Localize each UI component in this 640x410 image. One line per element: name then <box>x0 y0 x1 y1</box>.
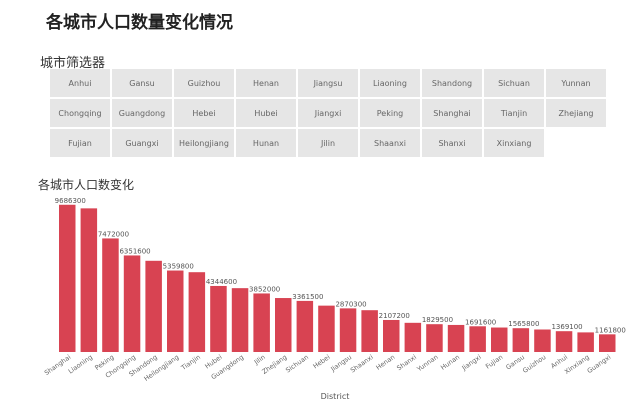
data-label-peking: 7472000 <box>98 230 129 238</box>
bar-hubei <box>210 285 227 352</box>
bar-shanghai <box>59 204 76 352</box>
city-filter-button-guangxi[interactable]: Guangxi <box>112 129 172 157</box>
city-filter-button-henan[interactable]: Henan <box>236 69 296 97</box>
bar-shaanxi <box>361 310 378 352</box>
x-tick-shanxi: Shanxi <box>395 353 418 372</box>
bar-heilongjiang <box>167 270 184 352</box>
city-filter-button-anhui[interactable]: Anhui <box>50 69 110 97</box>
city-filter-button-jiangsu[interactable]: Jiangsu <box>298 69 358 97</box>
data-label-gansu: 1565800 <box>508 320 539 328</box>
x-tick-guizhou: Guizhou <box>521 353 547 375</box>
bar-tianjin <box>188 272 206 352</box>
x-tick-jiangsu: Jiangsu <box>329 353 354 374</box>
bar-shandong <box>145 260 162 352</box>
bar-sichuan <box>296 300 314 352</box>
bar-liaoning <box>80 208 98 352</box>
city-filter-button-fujian[interactable]: Fujian <box>50 129 110 157</box>
bar-jiangsu <box>339 308 357 352</box>
bar-guangdong <box>231 288 249 352</box>
bar-fujian <box>491 327 508 352</box>
x-tick-hebei: Hebei <box>312 353 332 370</box>
x-tick-guangxi: Guangxi <box>586 353 613 375</box>
bar-jiangxi <box>469 326 486 352</box>
data-label-jiangxi: 1691600 <box>465 318 496 326</box>
city-filter-button-jiangxi[interactable]: Jiangxi <box>298 99 358 127</box>
bar-guizhou <box>534 329 551 352</box>
filter-title: 城市筛选器 <box>40 56 106 71</box>
city-filter-grid: Anhui Gansu Guizhou Henan Jiangsu Liaoning Sha… <box>50 69 610 157</box>
x-tick-shaanxi: Shaanxi <box>349 353 375 375</box>
bar-anhui <box>555 331 573 352</box>
city-filter-button-tianjin[interactable]: Tianjin <box>484 99 544 127</box>
city-filter-button-liaoning[interactable]: Liaoning <box>360 69 420 97</box>
population-bar-chart: 9686300 7472000 6351600 5359800 4344600 38520… <box>43 197 626 401</box>
city-filter-button-xinxiang[interactable]: Xinxiang <box>484 129 544 157</box>
city-filter-button-guangdong[interactable]: Guangdong <box>112 99 172 127</box>
data-label-hubei: 4344600 <box>206 278 237 286</box>
bar-jilin <box>253 293 270 352</box>
bar-peking <box>102 238 119 352</box>
x-tick-tianjin: Tianjin <box>179 353 202 372</box>
bar-hebei <box>318 305 335 352</box>
city-filter-button-yunnan[interactable]: Yunnan <box>546 69 606 97</box>
data-label-henan: 2107200 <box>379 312 410 320</box>
city-filter-button-shanxi[interactable]: Shanxi <box>422 129 482 157</box>
x-tick-shanghai: Shanghai <box>43 353 73 377</box>
x-tick-hunan: Hunan <box>439 353 461 372</box>
city-filter-button-shaanxi[interactable]: Shaanxi <box>360 129 420 157</box>
data-labels-group: 9686300 7472000 6351600 5359800 4344600 38520… <box>55 197 626 335</box>
x-tick-jilin: Jilin <box>252 353 267 367</box>
bar-gansu <box>512 328 530 352</box>
data-label-jilin: 3852000 <box>249 285 280 293</box>
bar-hunan <box>447 324 465 352</box>
city-filter-button-heilongjiang[interactable]: Heilongjiang <box>174 129 234 157</box>
page-title: 各城市人口数量变化情况 <box>46 13 233 33</box>
data-label-yunnan: 1829500 <box>422 316 453 324</box>
chart-title: 各城市人口数变化 <box>38 178 135 192</box>
data-label-shanghai: 9686300 <box>55 197 86 205</box>
x-axis-label: District <box>321 392 350 401</box>
city-filter-button-hunan[interactable]: Hunan <box>236 129 296 157</box>
data-label-guangxi: 1161800 <box>595 326 626 334</box>
bar-henan <box>383 319 400 352</box>
x-tick-fujian: Fujian <box>484 353 504 371</box>
city-filter-button-shanghai[interactable]: Shanghai <box>422 99 482 127</box>
bar-zhejiang <box>275 298 292 352</box>
bar-guangxi <box>599 334 616 352</box>
bar-xinxiang <box>577 332 594 352</box>
data-label-jiangsu: 2870300 <box>335 300 366 308</box>
x-tick-xinxiang: Xinxiang <box>563 353 591 376</box>
x-tick-jiangxi: Jiangxi <box>460 353 483 373</box>
x-tick-zhejiang: Zhejiang <box>261 353 289 376</box>
bar-yunnan <box>426 324 443 352</box>
data-label-chongqing: 6351600 <box>119 247 150 255</box>
city-filter-button-gansu[interactable]: Gansu <box>112 69 172 97</box>
city-filter-button-sichuan[interactable]: Sichuan <box>484 69 544 97</box>
city-filter-button-chongqing[interactable]: Chongqing <box>50 99 110 127</box>
bar-chongqing <box>123 255 141 352</box>
city-filter-button-guizhou[interactable]: Guizhou <box>174 69 234 97</box>
city-filter-button-hebei[interactable]: Hebei <box>174 99 234 127</box>
city-filter-button-jilin[interactable]: Jilin <box>298 129 358 157</box>
city-filter-button-zhejiang[interactable]: Zhejiang <box>546 99 606 127</box>
x-tick-yunnan: Yunnan <box>415 353 440 374</box>
data-label-sichuan: 3361500 <box>292 293 323 301</box>
data-label-heilongjiang: 5359800 <box>163 263 194 271</box>
city-filter-button-hubei[interactable]: Hubei <box>236 99 296 127</box>
data-label-anhui: 1369100 <box>551 323 582 331</box>
x-tick-liaoning: Liaoning <box>67 353 94 375</box>
bars-group <box>59 204 616 352</box>
city-filter-button-peking[interactable]: Peking <box>360 99 420 127</box>
city-filter-button-shandong[interactable]: Shandong <box>422 69 482 97</box>
x-tick-sichuan: Sichuan <box>284 353 310 374</box>
bar-shanxi <box>404 322 422 352</box>
x-tick-henan: Henan <box>375 353 397 372</box>
